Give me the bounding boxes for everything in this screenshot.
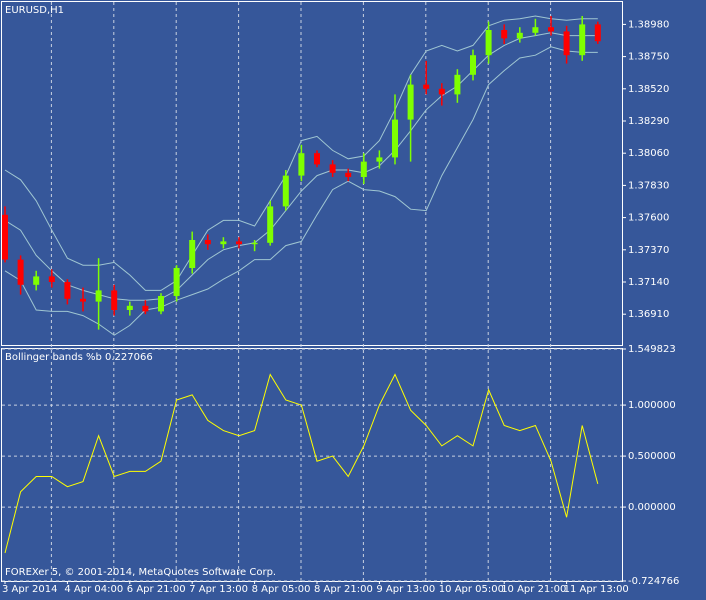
candle-body — [548, 27, 554, 32]
y-tick-label: 1.38520 — [628, 84, 669, 95]
candle-body — [423, 84, 430, 89]
x-tick-label: 11 Apr 13:00 — [564, 584, 629, 595]
candle-body — [64, 282, 71, 299]
candle-body — [501, 30, 508, 39]
candle-body — [126, 305, 133, 310]
band-line — [4, 15, 598, 291]
x-tick-label: 8 Apr 21:00 — [314, 584, 373, 595]
indicator-panel-border — [1, 348, 623, 582]
candle-body — [438, 88, 445, 95]
x-tick-label: 7 Apr 13:00 — [189, 584, 248, 595]
y-tick-label: 1.37600 — [628, 213, 669, 224]
x-tick-label: 8 Apr 05:00 — [252, 584, 311, 595]
indicator-title: Bollinger bands %b 0.227066 — [5, 352, 153, 363]
candle-body — [158, 296, 164, 312]
candle-body — [48, 276, 55, 282]
y-tick-label: 1.38750 — [628, 52, 669, 63]
y-tick-label: 0.500000 — [628, 451, 676, 462]
y-tick-label: -0.724766 — [628, 576, 679, 587]
candle-body — [345, 172, 352, 177]
candle-body — [376, 157, 383, 162]
candle-body — [251, 242, 258, 245]
candle-body — [579, 24, 586, 56]
candle-body — [360, 161, 367, 177]
y-tick-label: 1.36910 — [628, 309, 669, 320]
candle-body — [80, 298, 86, 302]
band-line — [4, 32, 598, 301]
x-tick-label: 4 Apr 04:00 — [64, 584, 123, 595]
candle-body — [298, 153, 305, 176]
candle-body — [95, 290, 102, 302]
copyright: FOREXer 5, © 2001-2014, MetaQuotes Softw… — [5, 567, 276, 578]
candle-body — [392, 119, 398, 158]
y-tick-label: 0.000000 — [628, 502, 676, 513]
candle-body — [189, 240, 196, 268]
candle-body — [470, 55, 476, 75]
candle-body — [111, 290, 118, 310]
candle-body — [204, 240, 211, 245]
candle-body — [282, 175, 289, 207]
band-line — [4, 46, 598, 336]
y-tick-label: 1.000000 — [628, 400, 676, 411]
candle-body — [516, 32, 523, 39]
candle-body — [236, 241, 242, 245]
x-tick-label: 10 Apr 21:00 — [501, 584, 566, 595]
x-tick-label: 3 Apr 2014 — [2, 584, 57, 595]
y-tick-label: 1.38980 — [628, 19, 669, 30]
candle-body — [594, 24, 601, 42]
x-tick-label: 9 Apr 13:00 — [376, 584, 435, 595]
candle-body — [407, 84, 414, 120]
candle-body — [2, 214, 8, 260]
y-tick-label: 1.37140 — [628, 277, 669, 288]
y-tick-label: 1.38060 — [628, 148, 669, 159]
candle-body — [485, 30, 492, 56]
candle-body — [314, 153, 320, 165]
candle-body — [532, 27, 539, 33]
y-tick-label: 1.549823 — [628, 344, 676, 355]
candle-body — [142, 305, 149, 312]
y-tick-label: 1.38290 — [628, 116, 669, 127]
candle-body — [17, 259, 24, 285]
x-tick-label: 10 Apr 05:00 — [439, 584, 504, 595]
chart-title: EURUSD,H1 — [5, 5, 64, 16]
candle-body — [454, 74, 461, 95]
candle-body — [267, 206, 274, 243]
y-tick-label: 1.37830 — [628, 180, 669, 191]
candle-body — [173, 268, 180, 296]
indicator-line — [4, 373, 599, 554]
candle-body — [33, 276, 40, 285]
candle-body — [329, 164, 336, 173]
x-tick-label: 6 Apr 21:00 — [127, 584, 186, 595]
y-tick-label: 1.37370 — [628, 245, 669, 256]
candle-body — [563, 31, 570, 56]
price-panel-border — [1, 1, 623, 346]
candle-body — [220, 241, 227, 245]
